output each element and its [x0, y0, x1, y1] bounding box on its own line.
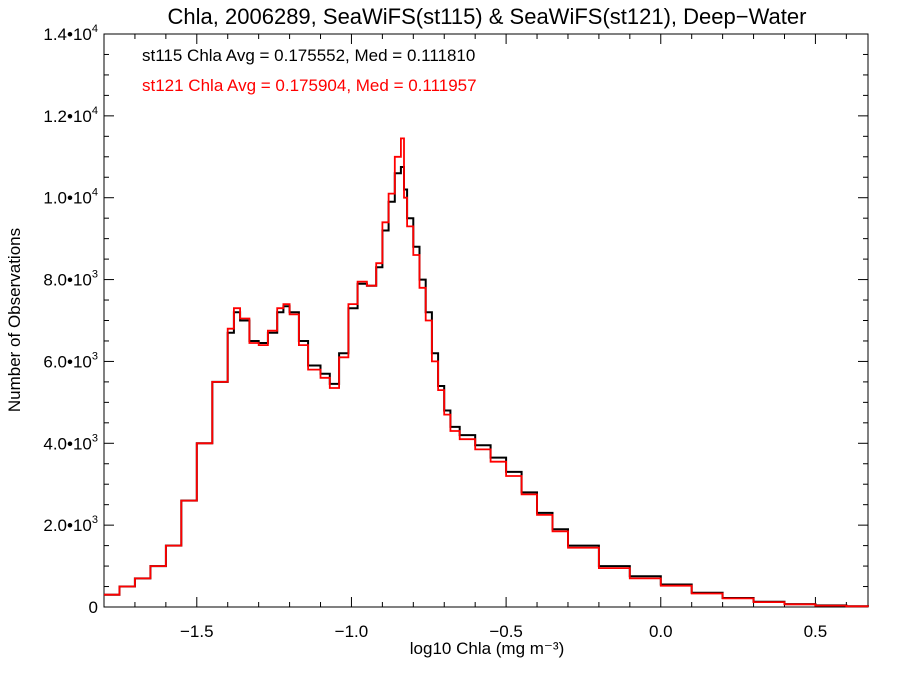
series-line-1 — [104, 137, 869, 608]
y-tick-label: 8.0•103 — [43, 269, 98, 290]
annotation-st121: st121 Chla Avg = 0.175904, Med = 0.11195… — [142, 76, 477, 95]
y-tick-exponent: 3 — [92, 514, 98, 526]
y-axis-label: Number of Observations — [5, 228, 24, 412]
x-tick-label: 0.0 — [649, 622, 673, 641]
y-tick-mantissa: 1.2•10 — [43, 107, 92, 126]
y-tick-exponent: 3 — [92, 350, 98, 362]
y-tick-label: 1.4•104 — [43, 23, 98, 44]
x-tick-label: −1.0 — [335, 622, 369, 641]
y-tick-mantissa: 0 — [89, 598, 98, 617]
y-tick-mantissa: 2.0•10 — [43, 516, 92, 535]
chart-title: Chla, 2006289, SeaWiFS(st115) & SeaWiFS(… — [168, 4, 807, 29]
y-tick-mantissa: 4.0•10 — [43, 434, 92, 453]
x-axis: −1.5 −1.0 −0.5 0.0 0.5 — [103, 34, 847, 641]
y-tick-mantissa: 1.0•10 — [43, 189, 92, 208]
y-tick-mantissa: 8.0•10 — [43, 271, 92, 290]
y-tick-label: 1.0•104 — [43, 187, 98, 208]
annotation-st115: st115 Chla Avg = 0.175552, Med = 0.11181… — [142, 46, 475, 65]
y-tick-label: 4.0•103 — [43, 432, 98, 453]
y-tick-mantissa: 6.0•10 — [43, 352, 92, 371]
y-tick-label: 1.2•104 — [43, 105, 98, 126]
y-axis: 02.0•1034.0•1036.0•1038.0•1031.0•1041.2•… — [43, 23, 868, 617]
x-tick-label: 0.5 — [804, 622, 828, 641]
x-tick-label: −0.5 — [489, 622, 523, 641]
y-tick-label: 6.0•103 — [43, 350, 98, 371]
series-layer — [104, 137, 869, 608]
x-axis-label: log10 Chla (mg m⁻³) — [410, 639, 564, 658]
y-tick-exponent: 3 — [92, 432, 98, 444]
y-tick-label: 0 — [89, 598, 98, 617]
y-tick-label: 2.0•103 — [43, 514, 98, 535]
y-tick-exponent: 4 — [92, 187, 98, 199]
y-tick-exponent: 4 — [92, 105, 98, 117]
y-tick-mantissa: 1.4•10 — [43, 25, 92, 44]
y-tick-exponent: 4 — [92, 23, 98, 35]
x-tick-label: −1.5 — [180, 622, 214, 641]
y-tick-exponent: 3 — [92, 269, 98, 281]
